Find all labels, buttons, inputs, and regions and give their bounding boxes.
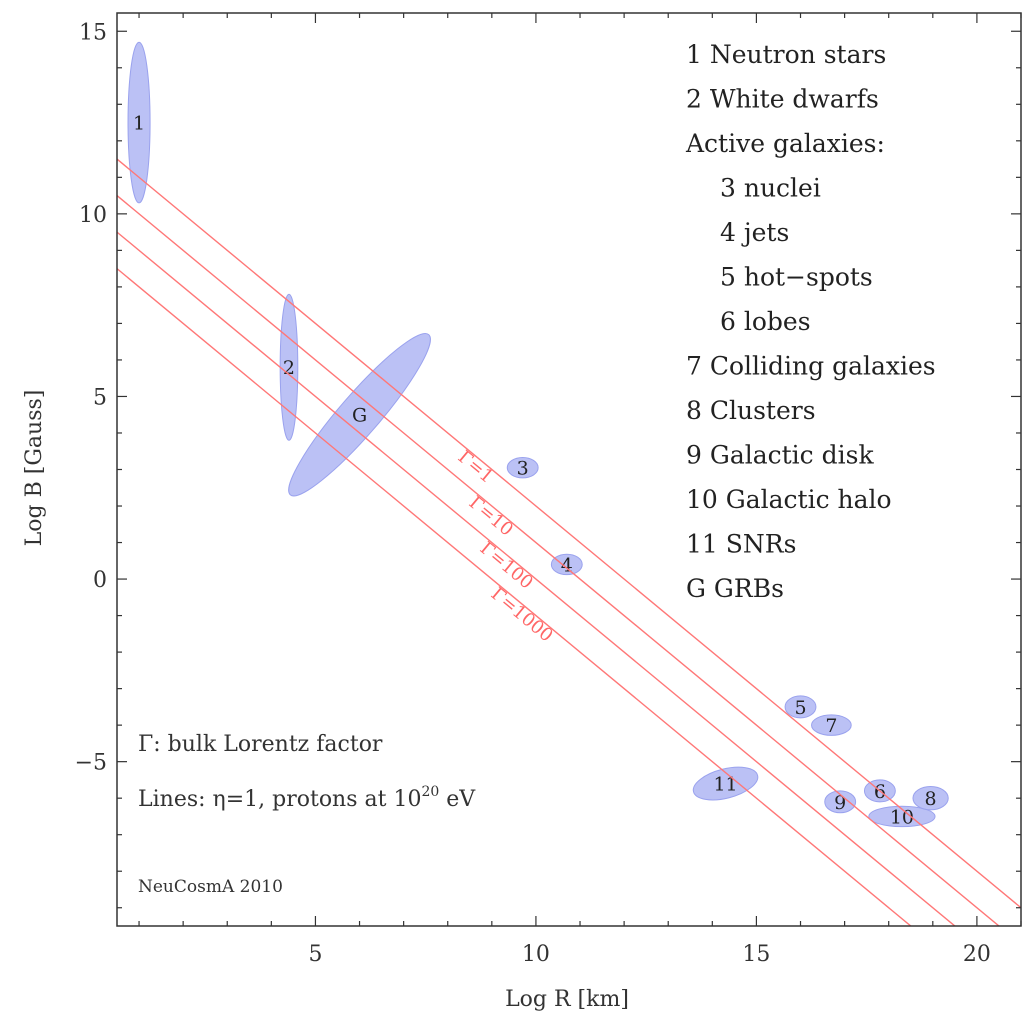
region-ellipse <box>550 553 583 576</box>
region-2: 2 <box>279 293 299 441</box>
x-tick-label: 5 <box>308 942 322 967</box>
region-label: 8 <box>925 788 937 810</box>
region-ellipse <box>506 456 539 479</box>
legend-item: 11 SNRs <box>686 530 796 559</box>
x-tick-label: 10 <box>522 942 550 967</box>
region-label: 1 <box>133 113 145 135</box>
line-label: Γ=1000 <box>487 584 557 647</box>
region-4: 4 <box>550 553 583 576</box>
region-ellipse <box>288 333 431 497</box>
region-label: G <box>352 405 367 427</box>
lines-note-suffix: eV <box>439 787 476 812</box>
region-label: 10 <box>890 806 914 828</box>
legend-item: 1 Neutron stars <box>686 40 886 69</box>
region-ellipse <box>912 785 949 811</box>
legend: 1 Neutron stars 2 White dwarfs Active gala… <box>685 40 936 603</box>
legend-item: 9 Galactic disk <box>686 441 874 470</box>
region-11: 11 <box>692 766 759 801</box>
region-ellipse <box>127 41 151 204</box>
legend-item: Active galaxies: <box>685 129 885 158</box>
region-label: 6 <box>874 781 886 803</box>
region-ellipse <box>784 695 817 719</box>
legend-item: 2 White dwarfs <box>686 85 879 114</box>
lines-note-prefix: Lines: η=1, protons at 10 <box>138 787 421 812</box>
x-axis-label: Log R [km] <box>505 987 629 1012</box>
y-tick-label: 10 <box>79 203 107 228</box>
hillas-line <box>117 231 956 926</box>
y-axis-label: Log B [Gauss] <box>22 390 47 547</box>
x-tick-label: 15 <box>742 942 770 967</box>
region-10: 10 <box>868 805 936 828</box>
region-label: 2 <box>283 357 295 379</box>
legend-item: 3 nuclei <box>720 174 821 203</box>
region-ellipse <box>824 790 857 814</box>
y-tick-label: 0 <box>93 568 107 593</box>
lines-note-exponent: 20 <box>421 784 439 800</box>
region-8: 8 <box>912 785 949 811</box>
legend-item: 5 hot−spots <box>720 263 873 292</box>
y-tick-label: 15 <box>79 20 107 45</box>
region-7: 7 <box>811 714 852 737</box>
region-ellipse <box>811 714 852 736</box>
y-tick-label: 5 <box>93 385 107 410</box>
credit: NeuCosmA 2010 <box>138 877 283 897</box>
gamma-note: Γ: bulk Lorentz factor <box>138 732 383 757</box>
legend-item: 8 Clusters <box>686 396 816 425</box>
region-3: 3 <box>506 456 539 480</box>
legend-item: 6 lobes <box>720 307 811 336</box>
region-label: 5 <box>794 697 806 719</box>
region-G: G <box>288 333 431 497</box>
legend-item: 4 jets <box>720 218 789 247</box>
hillas-line <box>117 158 1021 909</box>
region-label: 11 <box>713 774 737 796</box>
legend-item: 7 Colliding galaxies <box>686 352 936 381</box>
region-label: 7 <box>825 715 837 737</box>
line-label: Γ=10 <box>465 492 517 540</box>
lines-note: Lines: η=1, protons at 1020 eV <box>138 784 476 812</box>
region-5: 5 <box>784 695 817 719</box>
legend-item: G GRBs <box>686 574 784 603</box>
x-tick-label: 20 <box>963 942 991 967</box>
region-label: 3 <box>517 458 529 480</box>
legend-item: 10 Galactic halo <box>686 485 892 514</box>
region-1: 1 <box>127 41 151 204</box>
y-tick-label: −5 <box>75 751 107 776</box>
hillas-line <box>117 268 912 926</box>
line-label: Γ=100 <box>476 538 537 594</box>
hillas-line <box>117 195 1001 926</box>
line-label: Γ=1 <box>454 447 497 488</box>
region-ellipse <box>868 805 936 828</box>
